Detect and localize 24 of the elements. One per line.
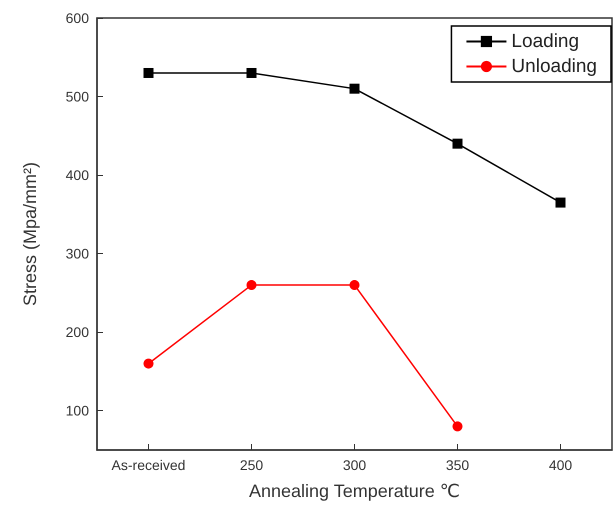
x-tick-label: 300 [342, 457, 366, 473]
point [452, 421, 462, 432]
y-tick-label: 200 [66, 324, 90, 340]
point [350, 280, 360, 290]
y-axis-title: Stress (Mpa/mm²) [20, 162, 40, 306]
x-tick-label: 350 [446, 457, 470, 473]
x-axis-title: Annealing Temperature ℃ [248, 481, 460, 501]
x-tick-label: 400 [548, 457, 572, 473]
y-tick-label: 100 [66, 402, 90, 419]
point [350, 84, 360, 94]
y-tick-label: 500 [66, 88, 90, 105]
y-tick-label: 400 [66, 167, 90, 184]
point [246, 68, 256, 78]
x-tick-label: 250 [240, 457, 264, 473]
y-tick-label: 600 [66, 10, 90, 26]
legend-label: Loading [511, 31, 580, 52]
x-tick-label: As-received [112, 457, 186, 473]
point [144, 68, 154, 78]
point [246, 280, 256, 290]
point [556, 198, 566, 208]
point [144, 358, 154, 369]
y-tick-label: 300 [66, 246, 90, 262]
legend-label: Unloading [511, 56, 598, 77]
point [452, 138, 462, 149]
